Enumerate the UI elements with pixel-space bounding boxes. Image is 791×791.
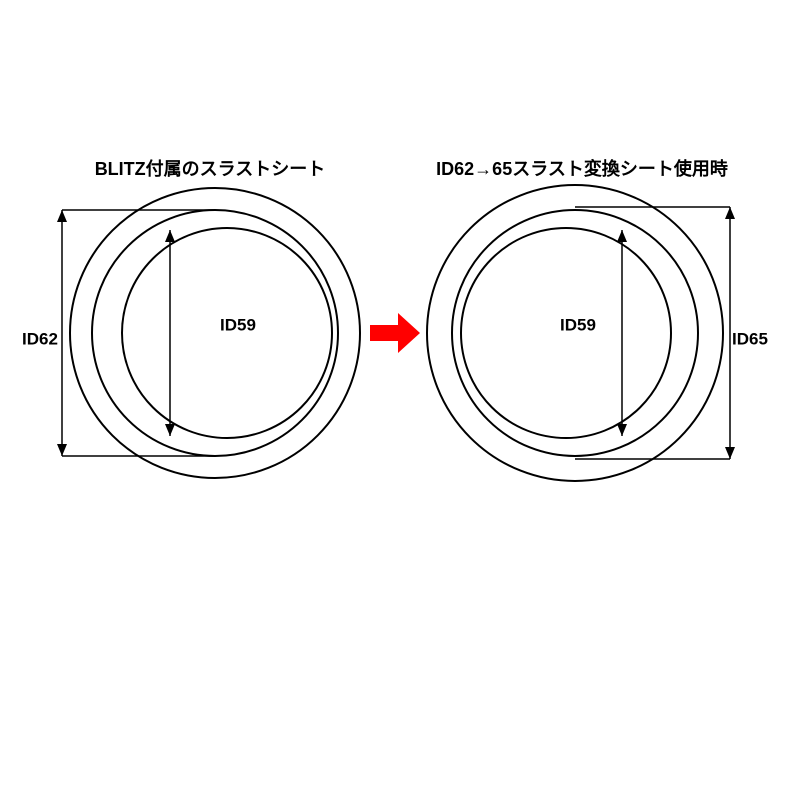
right-outer-dim-arrow-top (725, 207, 735, 219)
left-mid-ring (92, 210, 338, 456)
right-inner-dim-arrow-bot (617, 424, 627, 436)
right-title: ID62→65スラスト変換シート使用時 (436, 158, 728, 179)
left-inner-dim-arrow-bot (165, 424, 175, 436)
right-outer-label: ID65 (732, 329, 768, 348)
right-outer-dim-arrow-bot (725, 447, 735, 459)
right-inner-label: ID59 (560, 315, 596, 334)
left-inner-dim-arrow-top (165, 230, 175, 242)
left-outer-dim-arrow-top (57, 210, 67, 222)
left-inner-label: ID59 (220, 315, 256, 334)
right-inner-dim-arrow-top (617, 230, 627, 242)
conversion-arrow-icon (370, 313, 420, 353)
left-outer-dim-arrow-bot (57, 444, 67, 456)
left-outer-label: ID62 (22, 329, 58, 348)
left-outer-ring (70, 188, 360, 478)
left-title: BLITZ付属のスラストシート (95, 158, 326, 179)
